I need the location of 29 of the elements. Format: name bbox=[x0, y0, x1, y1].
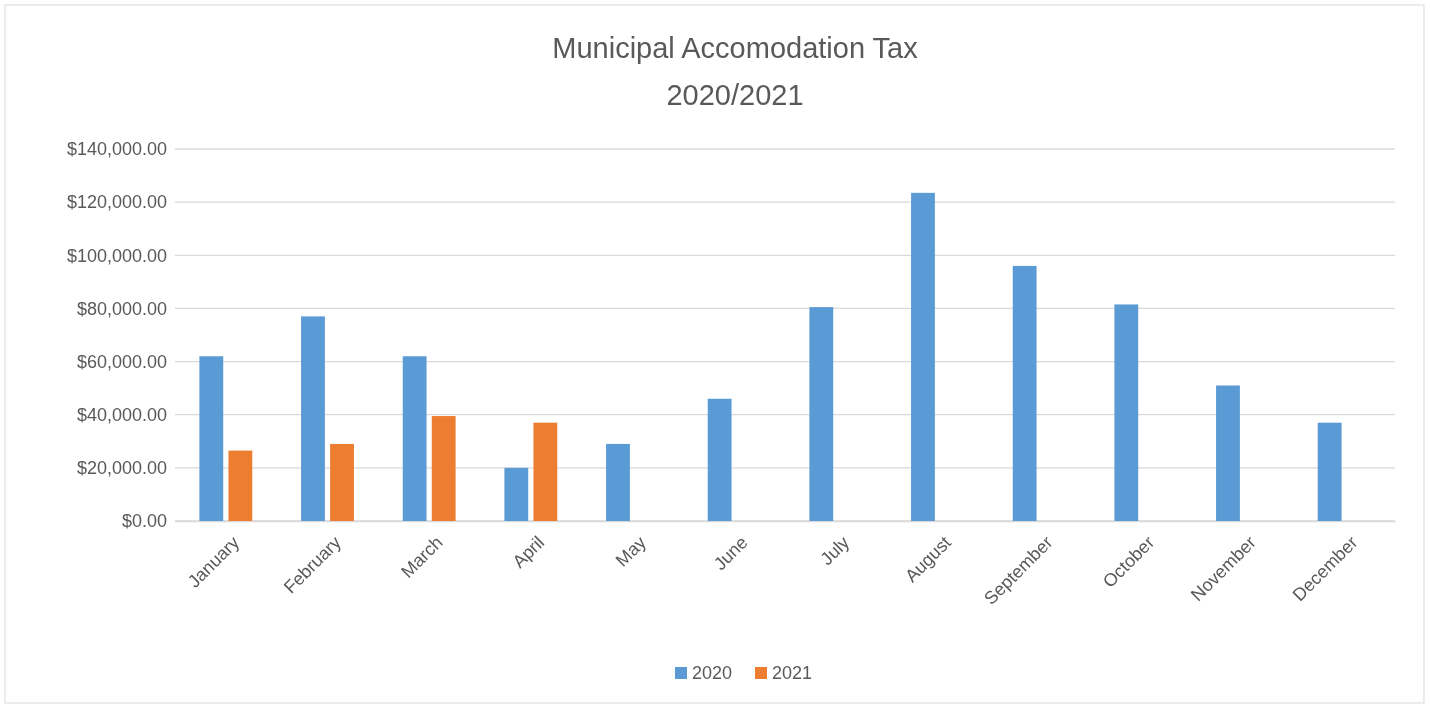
bar bbox=[431, 416, 456, 521]
bar bbox=[533, 422, 558, 521]
bar bbox=[228, 450, 253, 521]
y-tick-label: $100,000.00 bbox=[66, 245, 167, 266]
legend-label: 2020 bbox=[692, 663, 733, 684]
bar bbox=[504, 467, 529, 521]
bar bbox=[301, 316, 325, 521]
y-tick-label: $140,000.00 bbox=[66, 139, 167, 160]
bar bbox=[606, 443, 630, 521]
legend-label: 2021 bbox=[772, 663, 813, 684]
bar bbox=[1114, 304, 1139, 521]
y-tick-label: $40,000.00 bbox=[76, 404, 167, 425]
bar bbox=[707, 398, 732, 521]
bar bbox=[402, 356, 427, 521]
bar bbox=[1012, 265, 1037, 521]
bar bbox=[199, 356, 224, 521]
bar bbox=[809, 307, 834, 521]
bar bbox=[1317, 422, 1342, 521]
y-tick-label: $80,000.00 bbox=[76, 298, 167, 319]
y-tick-label: $20,000.00 bbox=[76, 458, 167, 479]
x-tick-label: July bbox=[816, 532, 854, 570]
bar bbox=[1216, 385, 1240, 521]
y-tick-label: $60,000.00 bbox=[76, 351, 167, 372]
chart-title: Municipal Accomodation Tax 2020/2021 bbox=[552, 32, 919, 111]
y-tick-label: $120,000.00 bbox=[66, 192, 167, 213]
x-tick-label: May bbox=[611, 532, 650, 571]
y-tick-label: $0.00 bbox=[121, 511, 167, 532]
bar bbox=[330, 443, 354, 521]
bar bbox=[911, 192, 935, 521]
